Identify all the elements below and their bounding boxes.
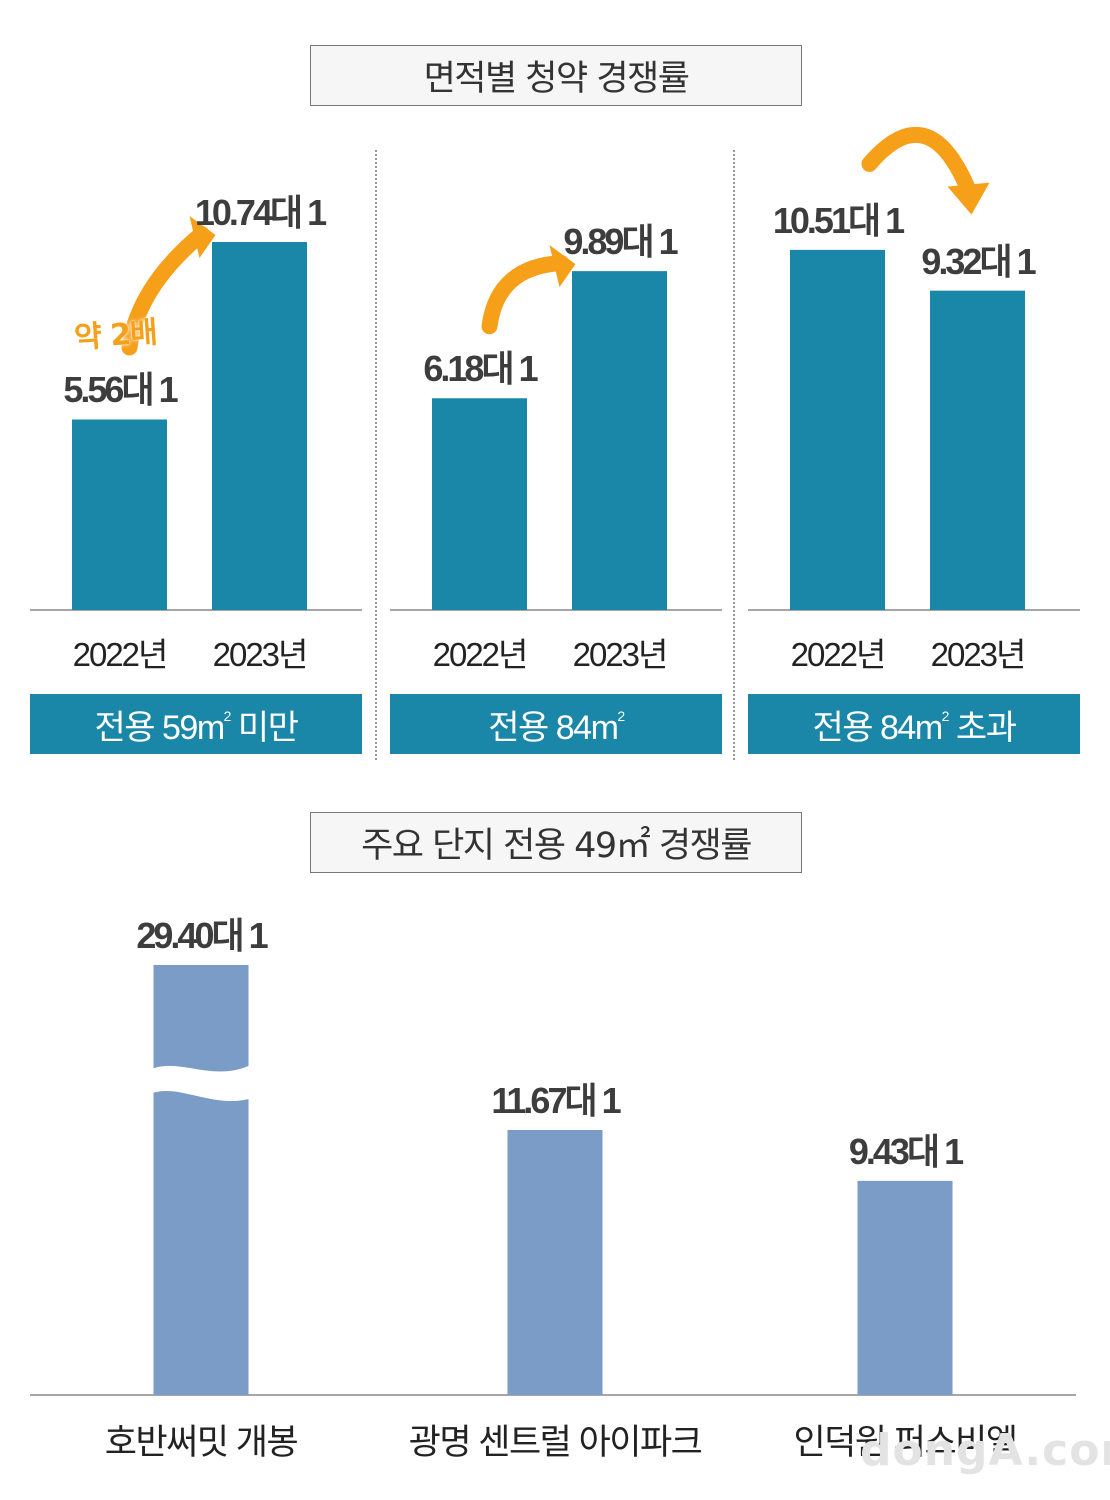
section1-title: 면적별 청약 경쟁률: [310, 45, 802, 106]
panel-name: 전용 59m2 미만: [94, 707, 299, 747]
tick-label: 2023년: [212, 636, 309, 673]
panel-caption: 전용 59m2 미만: [30, 694, 362, 754]
tick-label: 광명 센트럴 아이파크: [408, 1423, 703, 1462]
tick-label: 2022년: [432, 636, 529, 673]
panel-name: 전용 84m2: [488, 707, 625, 747]
trend-arrow: [861, 127, 978, 201]
bar: [857, 1180, 953, 1395]
trend-arrow: [481, 255, 570, 335]
bar: [212, 242, 307, 610]
data-label: 6.18대 1: [423, 348, 538, 390]
panel-divider: [375, 150, 377, 760]
watermark: dongA.com: [860, 1425, 1110, 1476]
data-label: 9.43대 1: [848, 1130, 964, 1172]
tick-label: 2023년: [572, 636, 669, 673]
panel-divider: [733, 150, 735, 760]
bar: [153, 965, 249, 1395]
trend-arrow-head: [947, 182, 990, 215]
tick-label: 2023년: [930, 636, 1027, 673]
data-label: 11.67대 1: [491, 1080, 621, 1121]
data-label: 9.89대 1: [563, 221, 678, 263]
data-label: 5.56대 1: [63, 369, 178, 411]
tick-label: 호반써밋 개봉: [104, 1423, 299, 1462]
panel-caption: 전용 84m2 초과: [748, 694, 1080, 754]
bar: [790, 249, 885, 611]
area-competition-chart: [30, 127, 1080, 611]
bar: [72, 419, 167, 610]
trend-arrow-head: [549, 245, 576, 288]
section2-title: 주요 단지 전용 49㎡ 경쟁률: [310, 812, 802, 873]
data-label: 29.40대 1: [136, 915, 268, 956]
bar: [930, 290, 1025, 610]
panel-name: 전용 84m2 초과: [812, 707, 1017, 747]
tick-label: 2022년: [72, 636, 169, 673]
data-label: 9.32대 1: [921, 240, 1036, 282]
trend-arrow: [121, 226, 210, 356]
panel-caption: 전용 84m2: [390, 694, 722, 754]
axis-break: [149, 1064, 253, 1102]
trend-arrow-head: [189, 216, 216, 258]
tick-label: 2022년: [790, 636, 887, 673]
bar: [432, 398, 527, 610]
bar: [572, 271, 667, 610]
tick-label: 인덕원 퍼스비엘: [793, 1423, 1018, 1462]
data-label: 10.74대 1: [194, 192, 327, 233]
data-label: 10.51대 1: [772, 199, 905, 241]
bar: [507, 1130, 603, 1395]
